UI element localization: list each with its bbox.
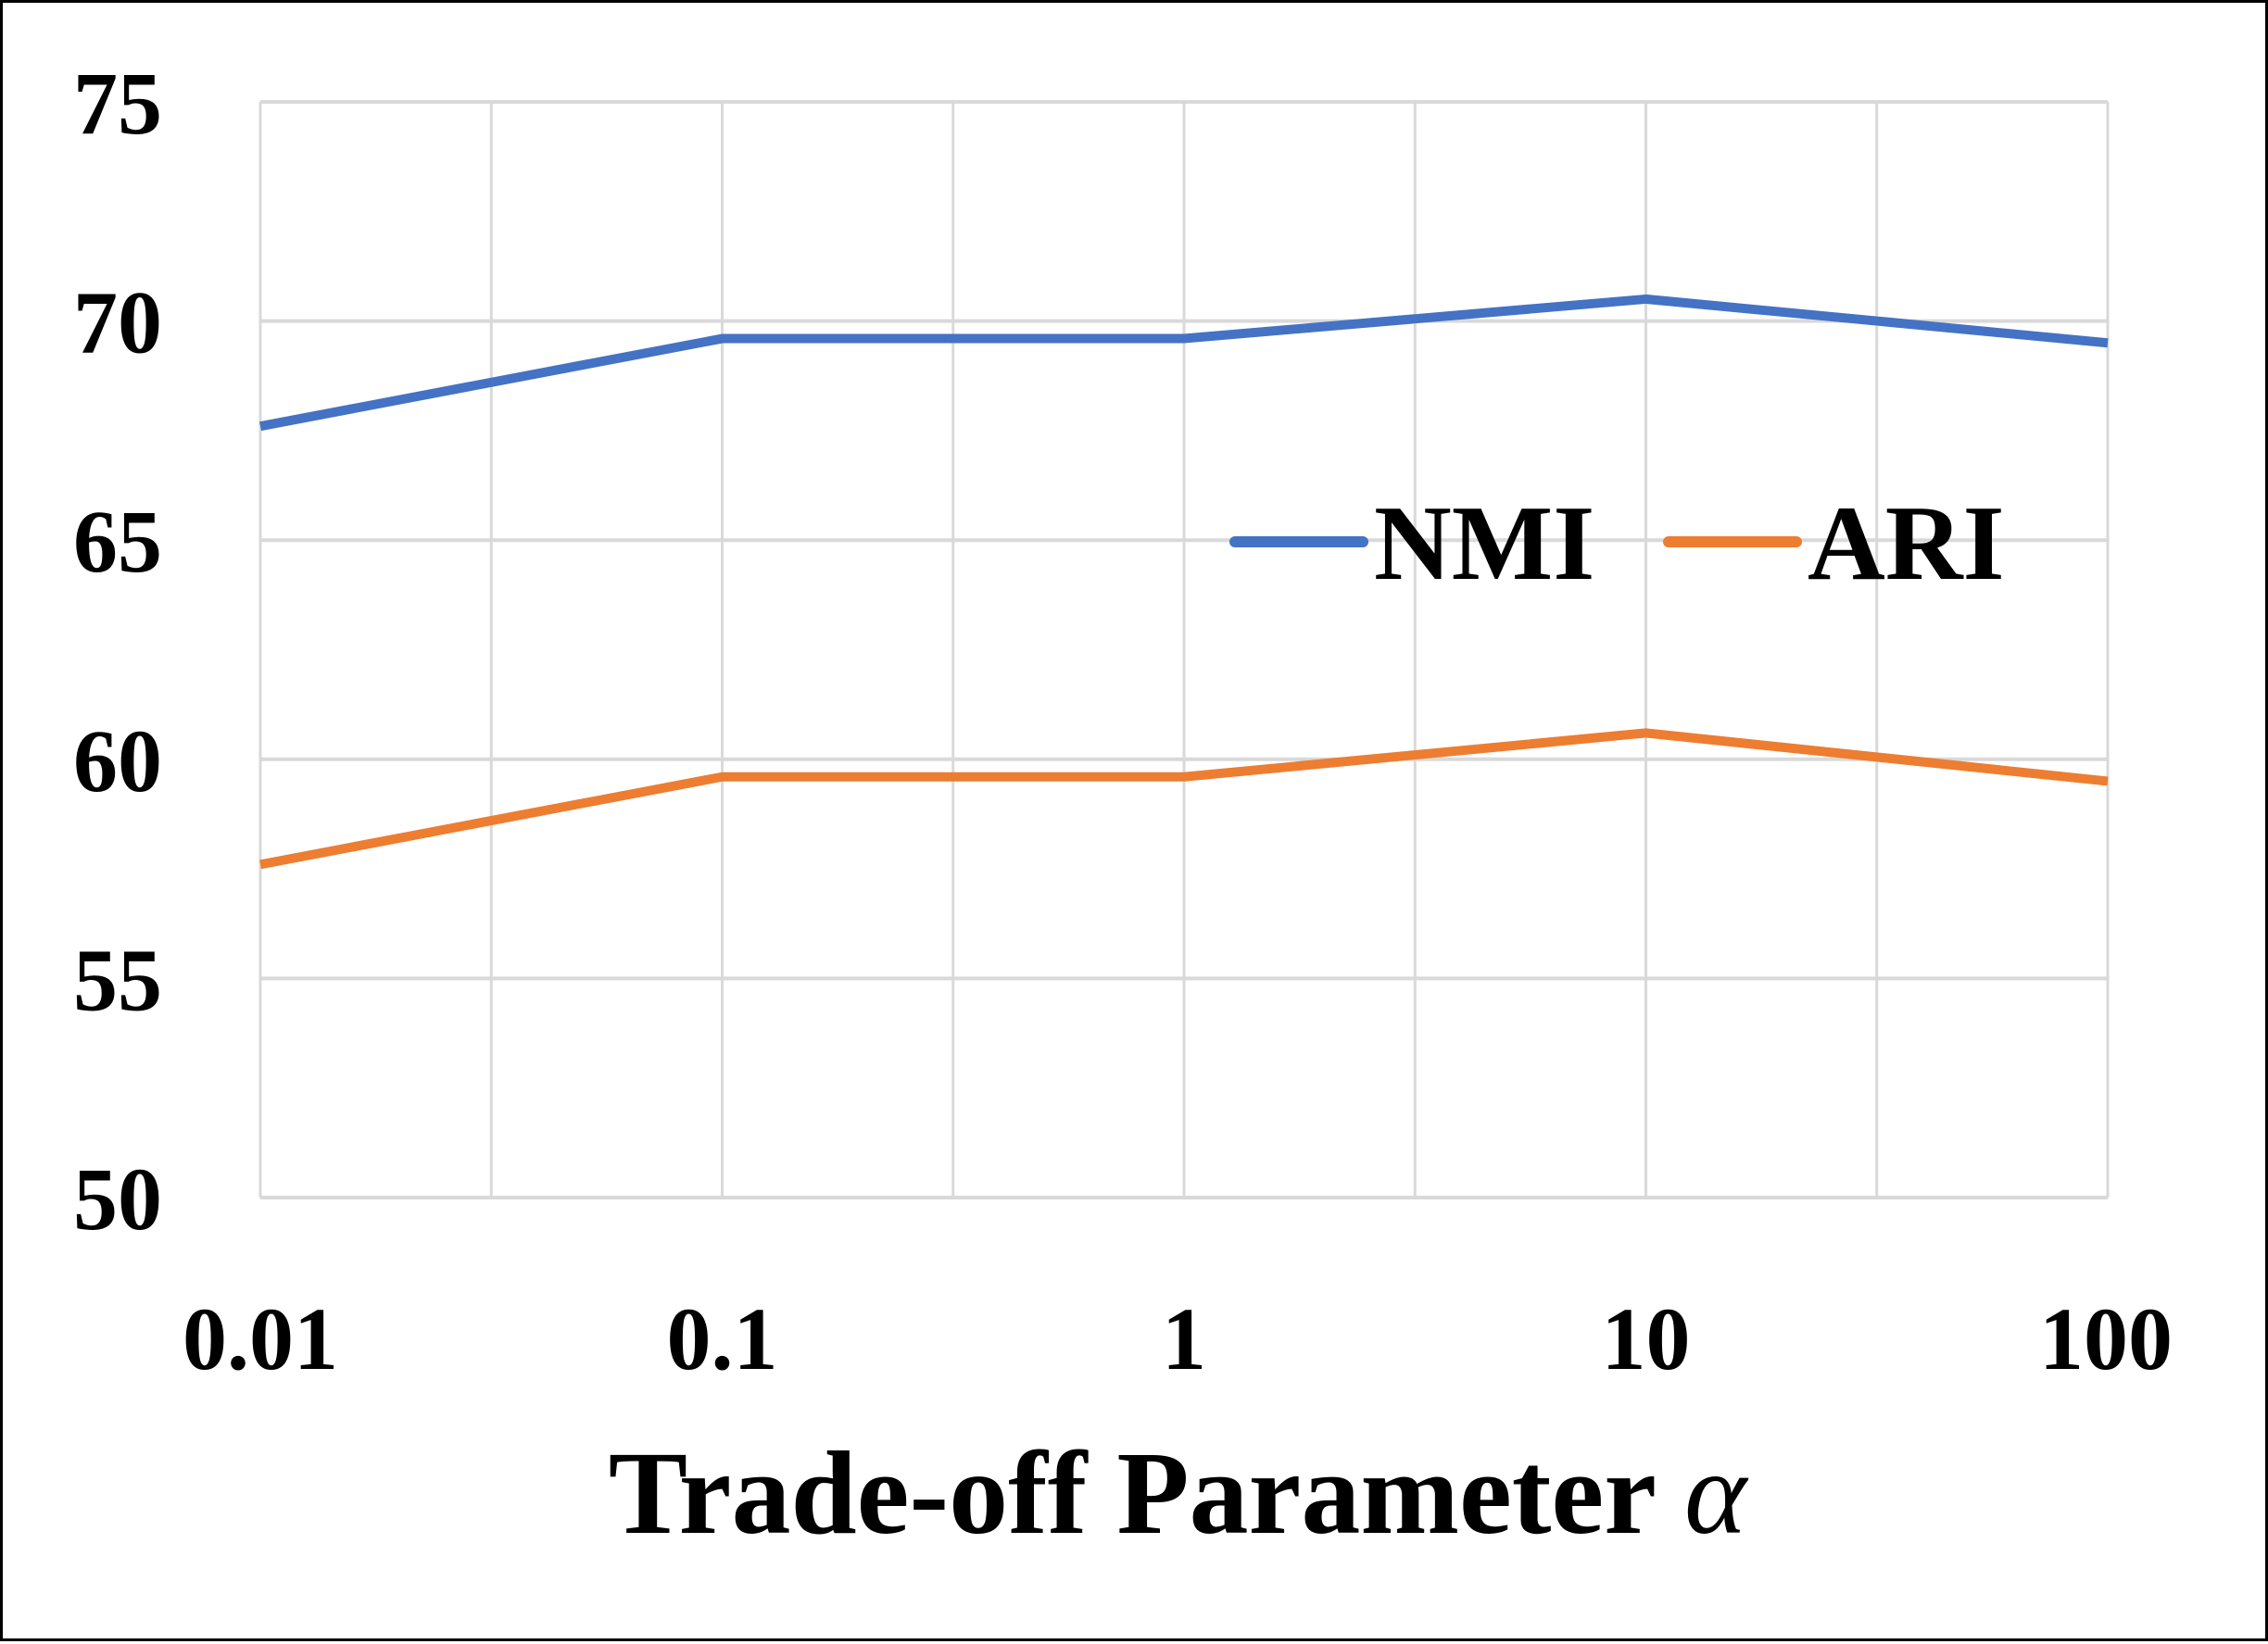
legend: NMI ARI [1235,484,2005,603]
legend-label-ari: ARI [1808,484,2005,603]
line-chart: 50 55 60 65 70 75 0.01 0.1 1 10 100 NMI ARI Trade-… [3,3,2268,1644]
y-tick-label: 60 [73,711,162,810]
y-tick-label: 75 [73,54,162,153]
gridlines [260,102,2108,1198]
y-tick-label: 70 [73,273,162,372]
x-tick-label: 0.1 [667,1289,778,1388]
y-tick-label: 50 [73,1149,162,1249]
x-tick-label: 0.01 [183,1289,338,1388]
y-tick-label: 65 [73,492,162,591]
x-tick-label: 10 [1602,1289,1691,1388]
x-tick-label: 1 [1162,1289,1206,1388]
x-tick-label: 100 [2039,1289,2173,1388]
x-tick-labels: 0.01 0.1 1 10 100 [183,1289,2173,1388]
y-tick-label: 55 [73,930,162,1029]
y-tick-labels: 50 55 60 65 70 75 [73,54,162,1249]
x-axis-title-symbol: α [1684,1427,1749,1559]
x-axis-title-text: Trade-off Parameter [609,1427,1657,1559]
legend-label-nmi: NMI [1374,484,1594,603]
